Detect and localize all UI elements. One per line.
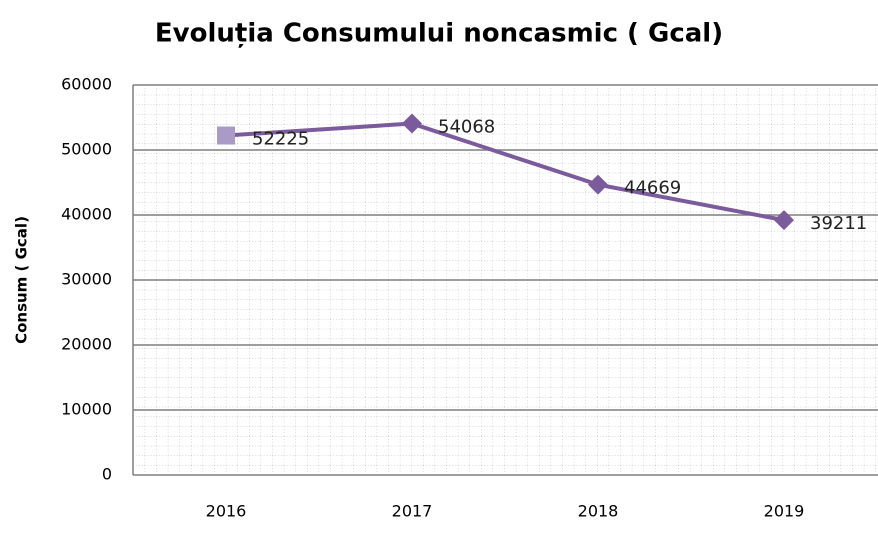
y-tick-label: 60000 xyxy=(61,75,112,94)
y-tick-label: 50000 xyxy=(61,140,112,159)
x-tick-label: 2018 xyxy=(578,502,619,521)
data-label: 54068 xyxy=(438,117,495,138)
marker xyxy=(402,113,422,134)
y-axis-label: Consum ( Gcal) xyxy=(13,216,31,344)
x-tick-label: 2017 xyxy=(392,502,433,521)
marker xyxy=(217,126,235,145)
y-tick-label: 10000 xyxy=(61,400,112,419)
chart-title: Evoluția Consumului noncasmic ( Gcal) xyxy=(155,19,723,49)
y-tick-label: 20000 xyxy=(61,335,112,354)
x-tick-label: 2019 xyxy=(764,502,805,521)
y-tick-label: 40000 xyxy=(61,205,112,224)
y-tick-label: 0 xyxy=(102,465,112,484)
data-label: 44669 xyxy=(624,178,681,199)
data-label: 39211 xyxy=(810,213,867,234)
y-tick-label: 30000 xyxy=(61,270,112,289)
line xyxy=(225,121,785,223)
data-label: 52225 xyxy=(252,129,309,150)
marker xyxy=(774,210,794,231)
x-tick-label: 2016 xyxy=(206,502,247,521)
marker xyxy=(588,174,608,195)
